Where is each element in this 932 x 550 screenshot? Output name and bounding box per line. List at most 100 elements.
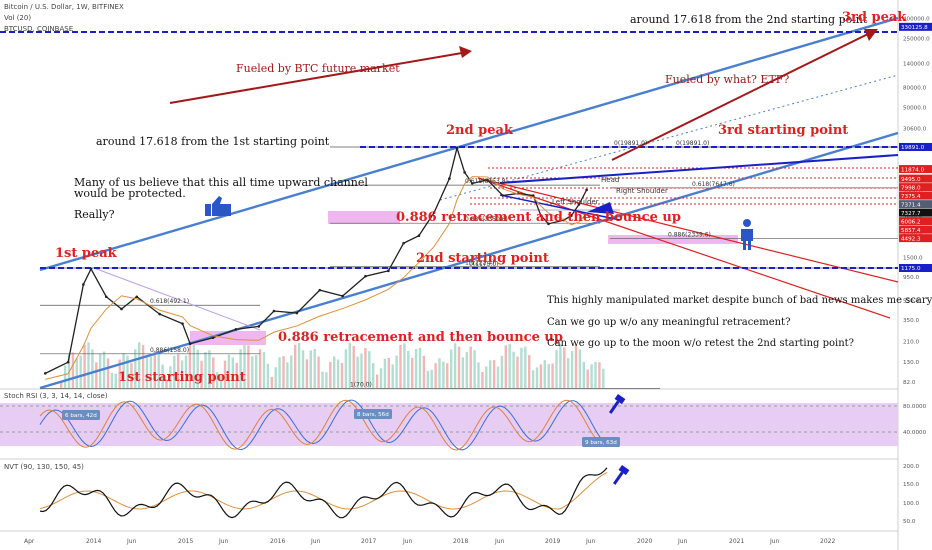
volume-bar — [543, 360, 546, 388]
time-axis-tick: 2014 — [86, 538, 101, 545]
volume-bar — [500, 355, 504, 388]
nvt-axis-tick: 50.0 — [903, 519, 916, 525]
price-tag-bg — [899, 174, 932, 183]
channel-lower — [39, 131, 899, 390]
annotation-manipulated: This highly manipulated market despite b… — [547, 295, 932, 306]
fib-label: 1(1222.4) — [465, 259, 495, 266]
time-axis-tick: Jun — [494, 538, 505, 545]
stoch-rsi-lines — [39, 399, 608, 451]
fib-label: 0(19891.0) — [676, 140, 709, 147]
price-point — [295, 311, 299, 315]
nvt-axis-tick: 200.0 — [903, 464, 919, 470]
volume-bar — [212, 357, 215, 388]
bars-callout-bg — [62, 410, 100, 420]
nvt-axis-tick: 100.0 — [903, 501, 919, 507]
volume-bar — [317, 356, 320, 388]
bars-callout-label: 6 bars, 42d — [65, 413, 97, 419]
volume-bar — [216, 372, 219, 388]
volume-bar — [516, 356, 519, 388]
red-down-2 — [477, 177, 899, 283]
volume-bar — [177, 354, 180, 388]
volume-bar — [403, 343, 406, 388]
volume-bar — [141, 344, 145, 388]
volume-bar — [286, 362, 289, 388]
fib-label: 0.886(2339.6) — [668, 232, 711, 239]
annotation-3rd-peak: 3rd peak — [842, 10, 907, 25]
person-icon — [741, 219, 753, 250]
price-point — [577, 203, 581, 206]
volume-bar — [574, 345, 578, 388]
volume-bar — [235, 362, 238, 388]
volume-bar — [461, 357, 465, 388]
volume-bar — [450, 349, 453, 388]
volume-bar — [274, 367, 277, 388]
price-point — [104, 295, 108, 299]
price-tag-bg — [899, 217, 932, 226]
fib-label: 0(19891.0) — [614, 140, 647, 147]
price-axis-tick: 550.0 — [903, 298, 919, 304]
price-tag-label: 11874.0 — [901, 167, 925, 173]
volume-bar — [63, 365, 67, 388]
volume-bar — [149, 356, 153, 388]
volume-bar — [204, 352, 207, 388]
price-tag-label: 330125.8 — [901, 25, 928, 31]
volume-bar — [379, 368, 383, 388]
price-axis-tick: 400000.0 — [903, 17, 930, 23]
volume-bar — [294, 344, 297, 388]
red-down-1 — [477, 177, 891, 319]
volume-bar — [138, 342, 141, 388]
volume-bar — [395, 355, 398, 388]
volume-indicator-label: Vol (20) — [4, 14, 32, 22]
price-tag-label: 1175.0 — [901, 266, 921, 272]
volume-bar — [344, 349, 348, 388]
time-axis-tick: 2021 — [729, 538, 744, 545]
neckline-lower — [499, 194, 621, 221]
volume-bar — [504, 345, 507, 388]
price-tags: 330125.8 19891.0 11874.0 9495.0 7998.0 7375.4… — [899, 22, 932, 272]
annotation-fueled-btc: Fueled by BTC future market — [236, 62, 400, 75]
nvt-line — [39, 467, 608, 519]
time-axis-tick: 2020 — [637, 538, 652, 545]
price-tag-bg — [899, 264, 932, 272]
annotation-around-2nd: around 17.618 from the 2nd starting poin… — [630, 13, 868, 26]
volume-bar — [446, 363, 449, 388]
fib-label: 0.618(8153.8) — [465, 178, 508, 185]
volume-bar — [453, 343, 457, 388]
annotation-question-1: Can we go up w/o any meaningful retracem… — [547, 317, 791, 328]
neckline-upper — [499, 154, 899, 184]
price-tag-label: 6006.2 — [901, 219, 921, 225]
volume-bar — [184, 355, 188, 388]
price-point — [341, 294, 344, 298]
volume-bar — [196, 349, 199, 388]
price-tag-bg — [899, 191, 932, 200]
volume-bar — [301, 350, 305, 388]
arrow-head-btc — [459, 46, 472, 58]
volume-bar — [180, 360, 184, 388]
price-axis-tick: 250000.0 — [903, 37, 930, 43]
volume-bar — [297, 342, 301, 388]
price-point — [188, 342, 192, 346]
volume-bar — [278, 357, 281, 388]
volume-bar — [438, 358, 441, 388]
arrow-head-etf — [864, 29, 878, 41]
price-point — [547, 222, 550, 226]
time-axis-tick: 2015 — [178, 538, 193, 545]
price-tag-label: 7327.7 — [901, 211, 921, 217]
price-axis-tick: 350.0 — [903, 318, 919, 324]
price-tag-bg — [899, 225, 932, 234]
price-point — [470, 182, 474, 185]
price-point — [234, 328, 238, 331]
volume-bar — [134, 349, 137, 388]
red-lines — [470, 167, 899, 319]
volume-bar — [586, 369, 589, 388]
time-axis-tick: Jun — [218, 538, 229, 545]
price-axis-tick: 50000.0 — [903, 106, 927, 112]
volume-bar — [251, 356, 254, 388]
nvt-lines — [39, 467, 608, 519]
price-point — [531, 194, 535, 197]
bars-callout-label: 8 bars, 56d — [357, 412, 389, 418]
annotation-head: Head — [601, 176, 620, 184]
volume-bar — [356, 356, 359, 388]
stoch-k-line — [39, 399, 608, 451]
